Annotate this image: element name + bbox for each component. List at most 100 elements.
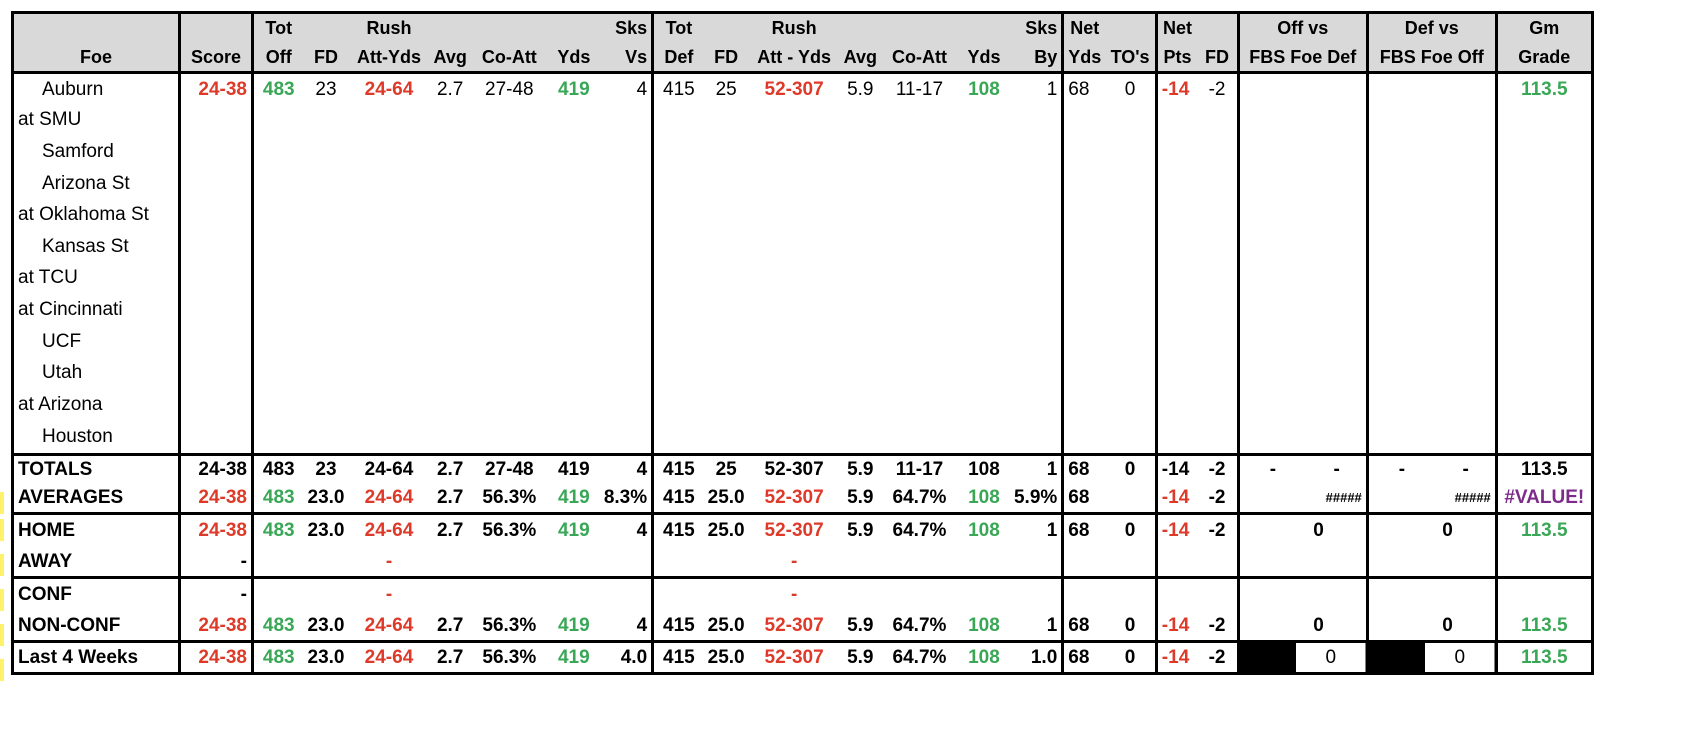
game-rush-att-yds (348, 199, 429, 231)
game-def-rush-avg (839, 420, 881, 456)
averages-net-pts: -14 (1161, 487, 1190, 509)
last4-net-tos: 0 (1105, 639, 1158, 674)
header-top-sks-vs: Sks (599, 12, 655, 43)
nonconf-def-rush-att-yds: 52-307 (764, 614, 824, 636)
game-def-pass-yds (958, 167, 1010, 199)
game-gm-grade (1496, 135, 1594, 168)
game-co-att (471, 104, 548, 136)
conf-def-vs-fbs (1367, 575, 1498, 612)
header-bottom-sks-by: By (1009, 42, 1065, 74)
conf-rush-att-yds: - (348, 575, 430, 612)
game-off-fd (304, 199, 349, 231)
game-net-yds (1063, 136, 1106, 168)
game-pass-yds: 419 (557, 78, 590, 100)
game-def-fd (703, 420, 749, 456)
game-gm-grade (1496, 356, 1594, 389)
game-def-vs-fbs (1367, 230, 1498, 263)
game-tot-off (253, 325, 304, 357)
game-net-pts (1156, 325, 1197, 357)
header-bottom-rush-att-yds: Att-Yds (348, 42, 430, 74)
conf-gm-grade (1496, 575, 1594, 612)
last4-score: 24-38 (179, 639, 254, 674)
game-tot-def (653, 262, 704, 294)
game-score (179, 198, 254, 231)
game-pass-yds (548, 230, 600, 262)
game-gm-grade (1496, 262, 1594, 294)
header-bottom-sks-vs: Vs (599, 42, 655, 74)
totals-rush-avg: 2.7 (429, 452, 471, 485)
game-def-vs-fbs (1367, 388, 1498, 421)
game-score (179, 356, 254, 389)
nonconf-net-fd: -2 (1197, 611, 1240, 642)
game-net-fd (1197, 293, 1240, 326)
last4-def-fd: 25.0 (703, 639, 749, 674)
totals-def-vs-fbs-a: - (1398, 459, 1406, 481)
game-rush-avg (429, 262, 470, 294)
game-row: Utah (12, 356, 1594, 389)
game-tot-off: 483 (262, 78, 295, 100)
averages-def-fd: 25.0 (707, 487, 745, 509)
game-net-tos (1105, 262, 1158, 294)
game-net-yds (1063, 199, 1106, 231)
last4-def-pass-yds: 108 (957, 639, 1010, 674)
averages-net-yds: 68 (1068, 487, 1090, 509)
game-rush-avg (429, 230, 470, 262)
game-sks-vs (599, 104, 655, 136)
game-rush-avg (429, 357, 470, 389)
game-sks-vs (599, 135, 655, 168)
away-co-att (471, 547, 548, 577)
game-def-vs-fbs (1367, 104, 1498, 136)
averages-def-rush-avg: 5.9 (847, 487, 874, 509)
game-score (179, 104, 254, 136)
home-gm-grade: 113.5 (1496, 511, 1594, 548)
home-pass-yds: 419 (547, 511, 600, 548)
game-net-tos (1105, 104, 1158, 136)
game-def-rush-att-yds (749, 230, 840, 262)
game-off-vs-fbs (1238, 135, 1369, 168)
header-bottom-def-co-att: Co-Att (880, 42, 958, 74)
last4-rush-avg: 2.7 (429, 639, 471, 674)
conf-pass-yds (547, 575, 600, 612)
game-tot-off (253, 294, 304, 326)
game-sks-vs (599, 167, 655, 199)
conf-sks-vs (599, 575, 655, 612)
game-foe: Houston (12, 420, 181, 456)
game-def-rush-avg (840, 294, 881, 326)
header-bottom-net-tos: TO's (1105, 42, 1158, 74)
home-sks-vs: 4 (599, 511, 655, 548)
game-foe: Kansas St (12, 230, 181, 263)
game-rush-avg (429, 199, 470, 231)
game-tot-off (253, 262, 304, 294)
header-top-net-yds: Net (1062, 12, 1106, 43)
away-def-pass-yds (958, 547, 1010, 577)
game-def-vs-fbs (1367, 325, 1498, 357)
game-sks-vs (599, 356, 655, 389)
game-gm-grade: 113.5 (1496, 72, 1594, 105)
game-net-pts (1156, 294, 1197, 326)
averages-co-att: 56.3% (482, 487, 537, 509)
game-row: at TCU (12, 262, 1594, 294)
game-off-vs-fbs (1238, 198, 1369, 231)
game-pass-yds (548, 136, 600, 168)
game-co-att (471, 230, 548, 262)
game-def-rush-att-yds (749, 262, 840, 294)
game-sks-vs (599, 388, 655, 421)
game-tot-def (653, 325, 704, 357)
game-def-pass-yds (958, 357, 1010, 389)
game-sks-vs (599, 262, 655, 294)
game-row: UCF (12, 325, 1594, 357)
header-top-tot-off: Tot (252, 12, 304, 43)
game-def-co-att (881, 294, 958, 326)
game-row: at Cincinnati (12, 293, 1594, 326)
totals-def-rush-avg: 5.9 (839, 452, 881, 485)
game-tot-off (252, 420, 304, 456)
game-rush-avg (429, 136, 470, 168)
away-tot-off (253, 547, 304, 577)
header-bottom-off-vs-fbs: FBS Foe Def (1238, 42, 1369, 74)
conf-net-tos (1105, 575, 1158, 612)
game-def-rush-avg (840, 230, 881, 262)
game-row: Auburn 24-38 483 23 24-64 2.7 27-48 419 4 415 25 52… (12, 72, 1594, 105)
game-row: Arizona St (12, 167, 1594, 199)
game-net-fd: -2 (1197, 72, 1240, 105)
game-off-vs-fbs (1238, 167, 1369, 199)
